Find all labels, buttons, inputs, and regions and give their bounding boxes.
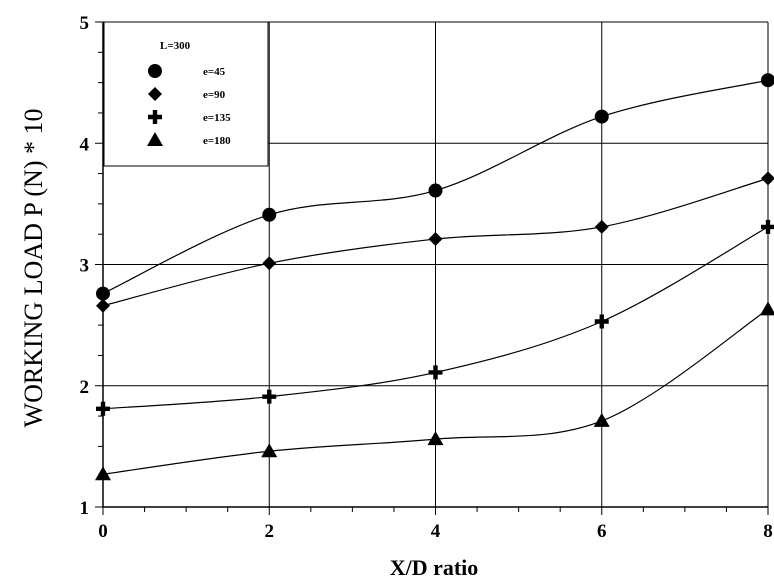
data-point [427, 431, 444, 446]
y-axis-title: WORKING LOAD P (N) * 10 [19, 109, 48, 428]
x-tick-label: 6 [597, 521, 607, 542]
data-point [262, 389, 277, 404]
data-point [593, 412, 610, 427]
data-point [262, 207, 277, 222]
axes [95, 21, 769, 515]
y-tick-label: 3 [80, 256, 90, 277]
legend-marker-triangle [147, 132, 163, 146]
data-point [96, 298, 110, 313]
series-e-90 [96, 171, 774, 313]
y-tick-label: 4 [80, 134, 90, 155]
data-point [594, 109, 609, 124]
x-axis-title: X/D ratio [390, 555, 479, 580]
series-e-180 [95, 301, 774, 481]
x-tick-label: 2 [265, 521, 275, 542]
legend-label: e=180 [203, 135, 231, 147]
y-tick-label: 1 [80, 498, 90, 519]
data-point [761, 73, 774, 88]
series-layer [95, 73, 774, 481]
data-point [261, 443, 278, 458]
data-point [428, 232, 443, 247]
tick-labels: 0 2 4 6 8 1 2 3 4 5 [80, 13, 773, 542]
legend-label: e=90 [203, 89, 226, 101]
legend-box [103, 21, 269, 167]
y-tick-label: 5 [80, 13, 90, 34]
x-tick-label: 8 [763, 521, 773, 542]
x-tick-label: 0 [98, 521, 108, 542]
legend-marker-plus [148, 110, 162, 124]
data-point [96, 286, 110, 301]
legend-marker-circle [148, 64, 162, 78]
data-point [761, 171, 774, 186]
legend-label: e=135 [203, 112, 231, 124]
series-line [102, 308, 769, 475]
series-e-135 [96, 219, 774, 416]
data-point [428, 183, 443, 198]
legend-title: L=300 [160, 40, 191, 52]
data-point [761, 219, 774, 234]
data-point [428, 365, 443, 380]
data-point [95, 466, 111, 481]
x-tick-label: 4 [431, 521, 441, 542]
data-point [594, 314, 609, 329]
series-e-45 [96, 73, 774, 301]
data-point [594, 219, 609, 234]
data-point [96, 401, 110, 416]
data-point [760, 301, 774, 316]
data-point [262, 256, 277, 271]
legend-marker-diamond [148, 87, 162, 101]
legend: L=300 e=45 e=90 e=135 e=180 [103, 21, 269, 167]
y-tick-label: 2 [80, 377, 90, 398]
legend-label: e=45 [203, 66, 226, 78]
